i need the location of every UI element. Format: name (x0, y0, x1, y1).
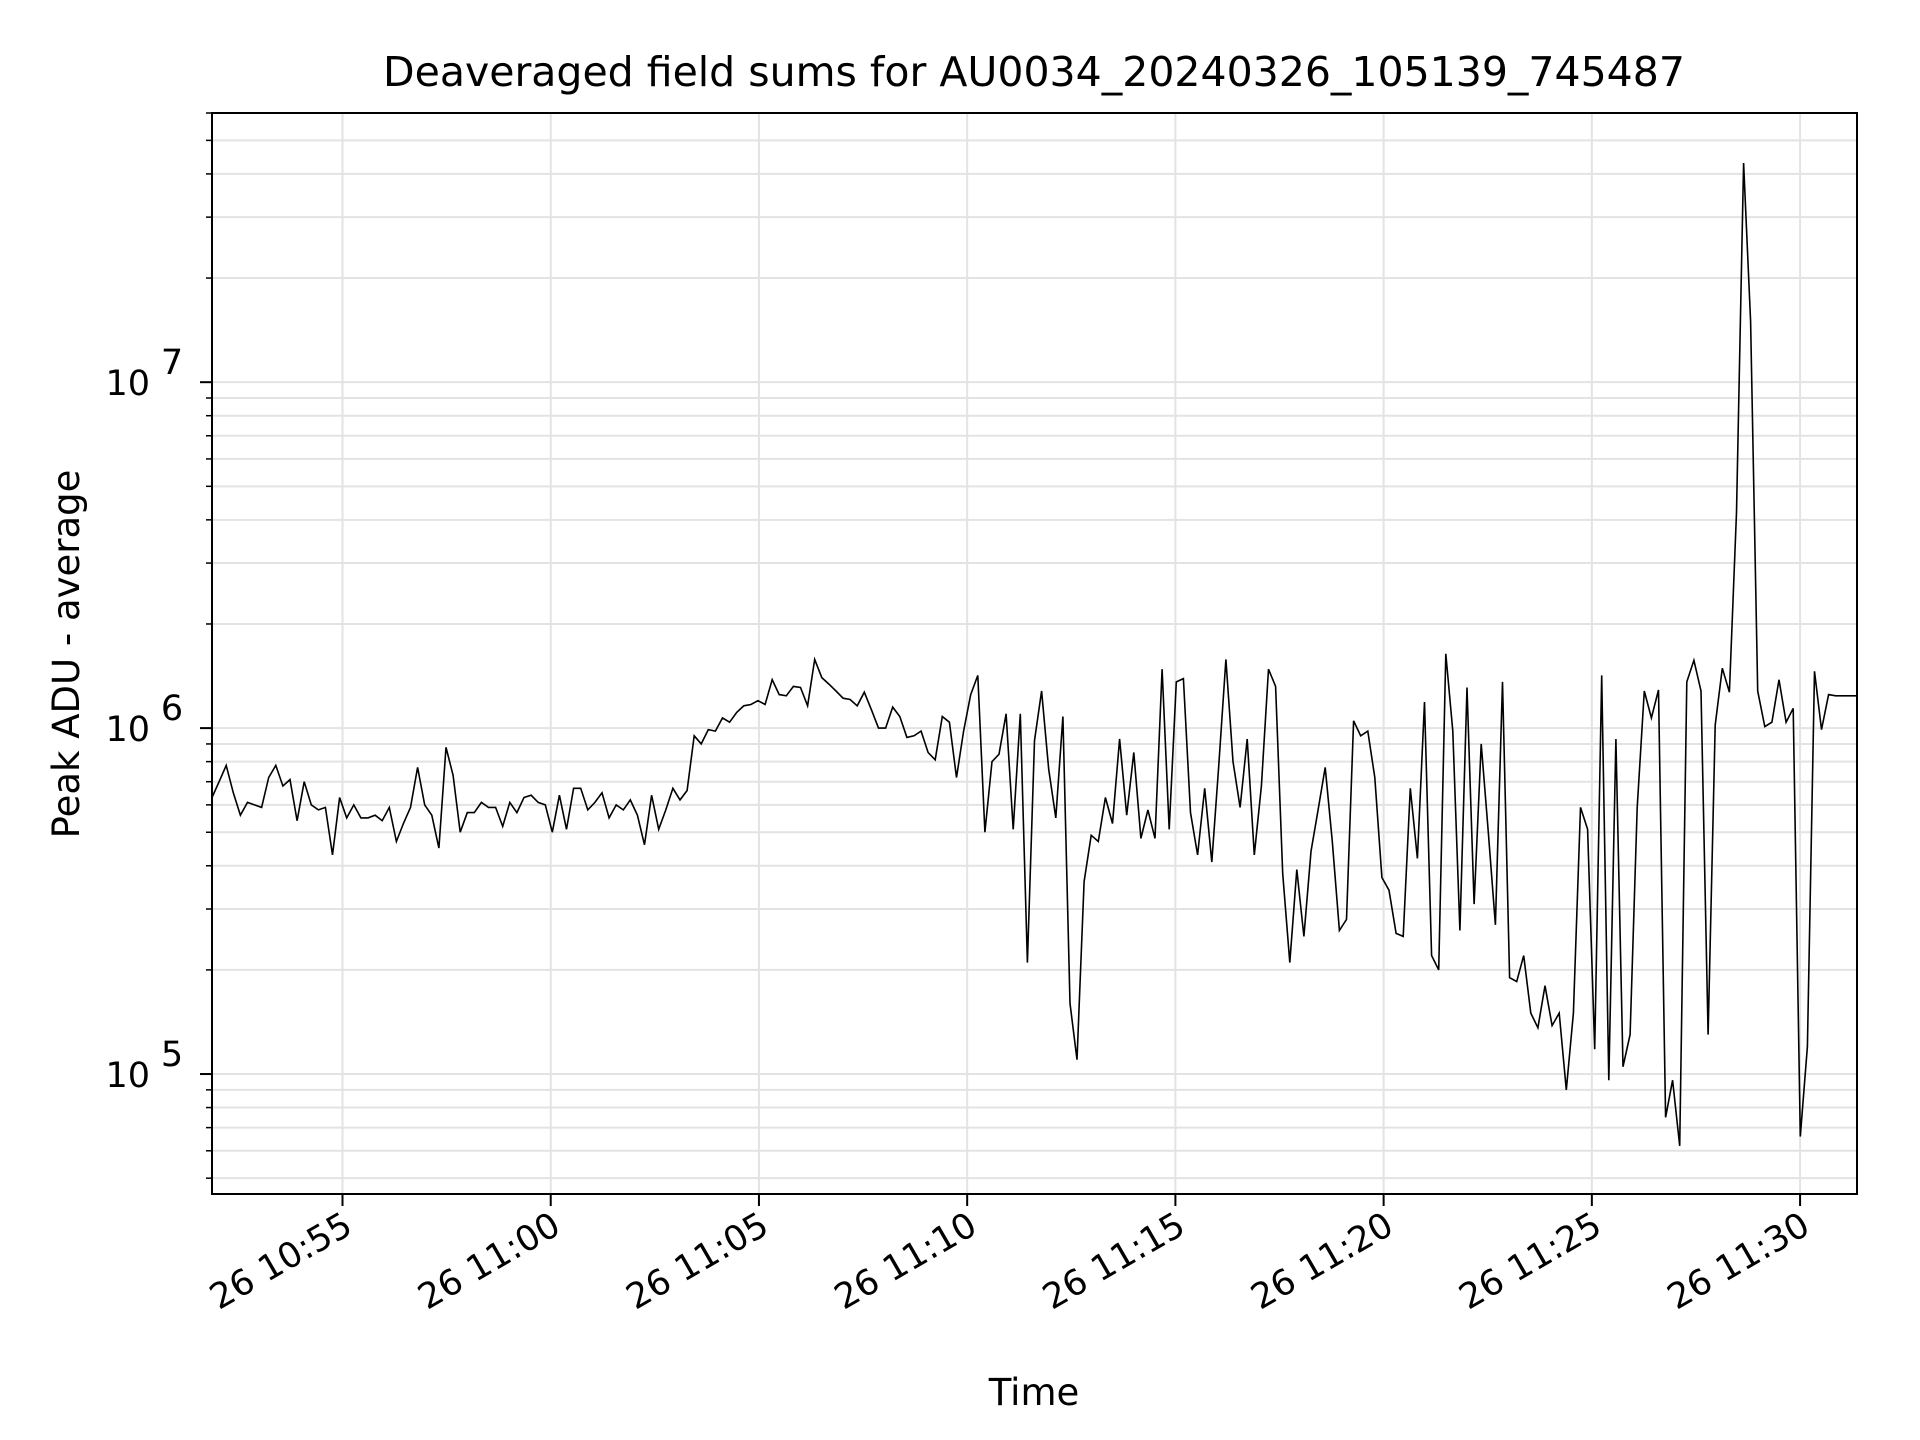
y-tick-base: 10 (105, 1056, 150, 1096)
x-axis-label: Time (988, 1371, 1080, 1414)
y-tick-label: 10 (105, 1056, 150, 1096)
y-tick-base: 10 (105, 710, 150, 750)
y-tick-base: 10 (105, 364, 150, 404)
y-tick-exponent: 6 (161, 689, 183, 729)
series-line (211, 162, 1857, 1146)
chart-title: Deaveraged field sums for AU0034_2024032… (383, 48, 1685, 96)
y-tick-exponent: 7 (161, 343, 183, 383)
grid (212, 112, 1857, 1194)
y-tick-label: 10 (105, 710, 150, 750)
y-tick-label: 10 (105, 364, 150, 404)
y-tick-exponent: 5 (161, 1035, 183, 1075)
series-layer (211, 162, 1857, 1146)
y-axis-label: Peak ADU - average (45, 470, 88, 839)
plot-frame (211, 112, 1858, 1195)
